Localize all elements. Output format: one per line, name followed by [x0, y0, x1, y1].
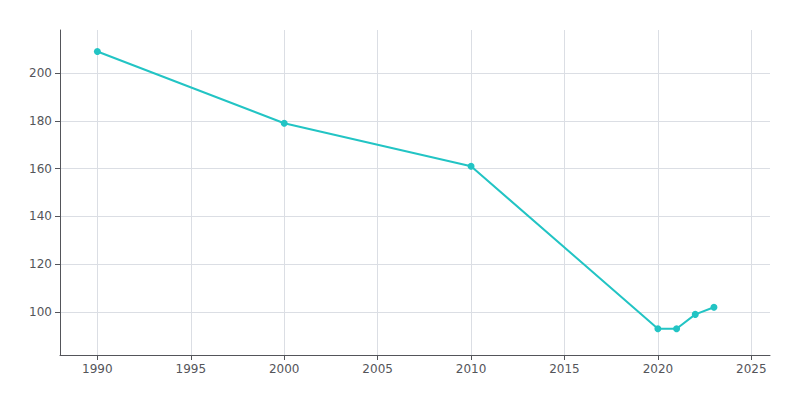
svg-text:1995: 1995	[176, 362, 207, 376]
svg-text:120: 120	[29, 257, 52, 271]
svg-text:2005: 2005	[362, 362, 393, 376]
svg-text:2020: 2020	[643, 362, 674, 376]
svg-text:2025: 2025	[736, 362, 767, 376]
svg-text:140: 140	[29, 209, 52, 223]
svg-text:2010: 2010	[456, 362, 487, 376]
svg-text:2015: 2015	[549, 362, 580, 376]
svg-text:2000: 2000	[269, 362, 300, 376]
svg-text:1990: 1990	[82, 362, 113, 376]
svg-text:180: 180	[29, 114, 52, 128]
svg-text:200: 200	[29, 66, 52, 80]
svg-text:100: 100	[29, 305, 52, 319]
svg-text:160: 160	[29, 162, 52, 176]
